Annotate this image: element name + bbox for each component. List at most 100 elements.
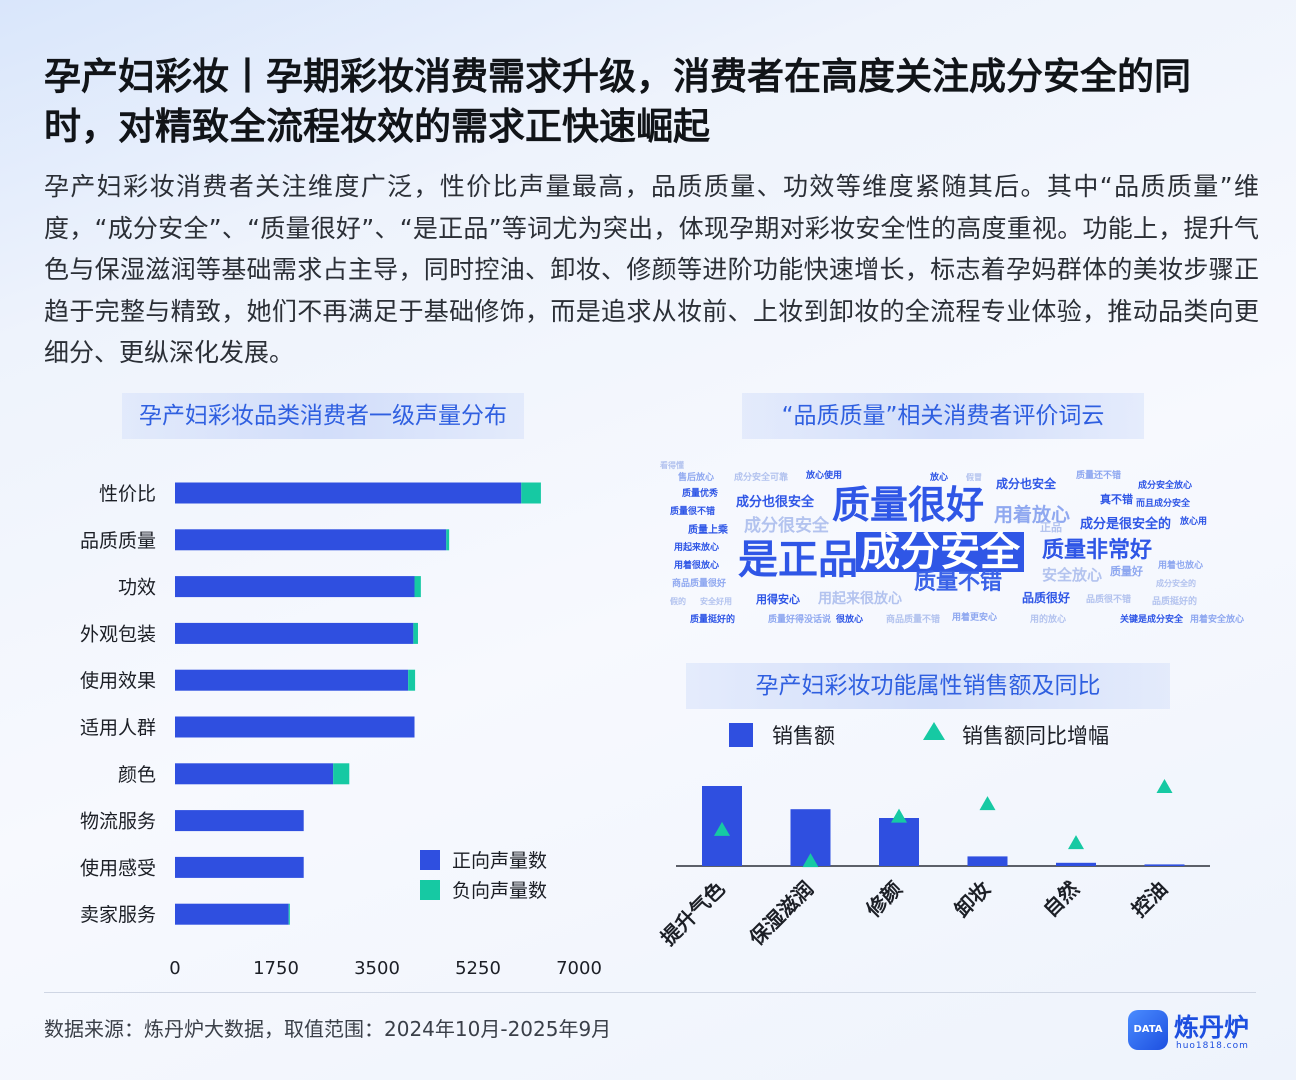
growth-triangle xyxy=(1156,779,1173,793)
positive-bar xyxy=(175,856,304,878)
legend-label: 销售额同比增幅 xyxy=(962,724,1109,748)
word-cloud-term: 成分安全可靠 xyxy=(734,473,789,483)
category-label: 适用人群 xyxy=(80,717,156,739)
word-cloud-term: 关键是成分安全 xyxy=(1120,615,1184,625)
word-cloud-term: 质量很好 xyxy=(832,483,985,527)
word-cloud-term: 假冒 xyxy=(966,473,982,482)
category-label: 控油 xyxy=(1127,877,1172,922)
word-cloud-term: 正品 xyxy=(1040,521,1062,534)
sales-bar xyxy=(967,856,1008,866)
bar-chart-title: 孕产妇彩妆品类消费者一级声量分布 xyxy=(122,393,524,439)
word-cloud-term: 成分是很安全的 xyxy=(1080,517,1172,532)
word-cloud-term: 而且成分安全 xyxy=(1136,499,1191,509)
word-cloud-term: 品质很不错 xyxy=(1086,595,1132,605)
positive-bar xyxy=(175,669,409,691)
growth-triangle xyxy=(891,808,907,823)
word-cloud-term: 用着安全放心 xyxy=(1190,615,1245,625)
legend-swatch xyxy=(420,850,440,870)
word-cloud-term: 真不错 xyxy=(1100,493,1133,506)
positive-bar xyxy=(175,529,447,551)
word-cloud-term: 很放心 xyxy=(836,615,864,625)
category-label: 修颜 xyxy=(861,877,907,923)
word-cloud-term: 用着更安心 xyxy=(952,613,998,623)
word-cloud-term: 成分也安全 xyxy=(996,477,1057,491)
growth-triangle xyxy=(802,853,819,868)
word-cloud-term: 用得安心 xyxy=(756,593,800,606)
negative-bar xyxy=(413,622,418,644)
positive-bar xyxy=(175,810,304,832)
positive-bar xyxy=(175,716,415,738)
legend-label: 销售额 xyxy=(772,724,835,748)
brand-badge-icon: DATA xyxy=(1128,1010,1168,1050)
word-cloud-term: 质量好得没话说 xyxy=(768,615,832,625)
negative-bar xyxy=(408,669,416,691)
positive-bar xyxy=(175,622,414,644)
x-tick-label: 5250 xyxy=(455,958,501,979)
positive-bar xyxy=(175,576,415,598)
sales-bar xyxy=(879,818,919,866)
legend-swatch xyxy=(729,723,753,747)
brand-url: huo1818.com xyxy=(1176,1041,1249,1051)
word-cloud-term: 成分安全 xyxy=(856,532,1024,572)
word-cloud-term: 质量非常好 xyxy=(1042,538,1153,563)
positive-bar xyxy=(175,482,522,504)
word-cloud-term: 安全放心 xyxy=(1042,566,1103,584)
category-label: 物流服务 xyxy=(80,811,156,833)
word-cloud-term: 是正品 xyxy=(738,537,858,583)
category-label: 使用感受 xyxy=(80,857,156,879)
word-cloud-term: 用着放心 xyxy=(994,504,1071,526)
category-label: 卸妆 xyxy=(950,877,995,922)
category-label: 使用效果 xyxy=(80,670,156,692)
word-cloud-term: 假的 xyxy=(670,597,686,606)
negative-bar xyxy=(446,529,450,551)
negative-bar xyxy=(521,482,541,504)
positive-bar xyxy=(175,903,289,925)
word-cloud-term: 安全好用 xyxy=(700,597,732,606)
x-tick-label: 7000 xyxy=(556,958,602,979)
word-cloud-term: 质量挺好的 xyxy=(690,615,736,625)
category-label: 保湿滋润 xyxy=(744,877,818,951)
category-label: 性价比 xyxy=(99,483,156,505)
word-cloud-term: 成分安全的 xyxy=(1156,579,1196,588)
category-label: 自然 xyxy=(1038,877,1083,922)
negative-bar xyxy=(288,903,290,925)
growth-triangle xyxy=(714,821,730,836)
word-cloud-term: 质量还不错 xyxy=(1076,471,1122,481)
word-cloud-term: 用着很放心 xyxy=(674,561,720,571)
word-cloud-term: 质量好 xyxy=(1110,565,1143,578)
word-cloud-term: 质量很不错 xyxy=(670,507,716,517)
category-label: 功效 xyxy=(118,577,156,599)
word-cloud-term: 成分安全放心 xyxy=(1138,481,1193,491)
word-cloud-title: “品质质量”相关消费者评价词云 xyxy=(742,393,1144,439)
word-cloud-term: 用着也放心 xyxy=(1158,561,1204,571)
page-description: 孕产妇彩妆消费者关注维度广泛，性价比声量最高，品质质量、功效等维度紧随其后。其中… xyxy=(44,172,1259,367)
word-cloud-term: 商品质量不错 xyxy=(886,615,941,625)
word-cloud-term: 质量上乘 xyxy=(688,525,728,536)
word-cloud-term: 商品质量很好 xyxy=(672,579,727,589)
brand-name: 炼丹炉 xyxy=(1174,1013,1250,1042)
combo-chart-title: 孕产妇彩妆功能属性销售额及同比 xyxy=(686,663,1170,709)
positive-bar xyxy=(175,763,334,785)
word-cloud-term: 用起来很放心 xyxy=(818,591,902,607)
legend-triangle-icon xyxy=(923,722,945,740)
word-cloud-term: 品质很好 xyxy=(1022,591,1071,605)
legend-label: 负向声量数 xyxy=(452,880,547,902)
word-cloud-term: 用的放心 xyxy=(1030,615,1067,625)
negative-bar xyxy=(414,576,421,598)
word-cloud: 质量很好 成分安全 是正品 质量非常好 质量不错 用着放心 成分很安全 成分也很安全 成分是很安… xyxy=(660,462,1244,642)
sales-bar xyxy=(1144,864,1185,866)
footer-divider xyxy=(44,992,1256,993)
negative-bar xyxy=(333,763,350,785)
x-tick-label: 3500 xyxy=(354,958,400,979)
growth-triangle xyxy=(979,796,996,811)
category-label: 卖家服务 xyxy=(80,904,156,926)
sales-bar xyxy=(1056,862,1096,866)
word-cloud-term: 成分也很安全 xyxy=(736,495,815,510)
legend-label: 正向声量数 xyxy=(452,850,547,872)
category-label: 颜色 xyxy=(118,764,156,786)
page-title: 孕产妇彩妆丨孕期彩妆消费需求升级，消费者在高度关注成分安全的同时，对精致全流程妆… xyxy=(44,55,1191,148)
category-label: 外观包装 xyxy=(80,623,156,645)
legend-swatch xyxy=(420,880,440,900)
